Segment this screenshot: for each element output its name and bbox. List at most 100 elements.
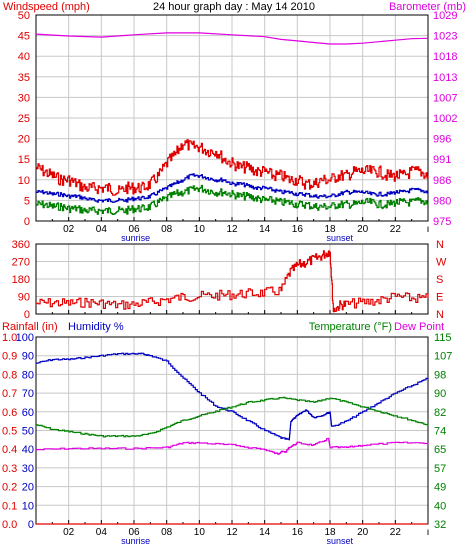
rain-tick-label: 0.6 [2, 407, 17, 419]
wind-panel-hour-label: 22 [390, 224, 402, 235]
wind-panel-hour-label: 16 [292, 224, 304, 235]
windspeed-tick-label: 35 [18, 72, 30, 84]
dewpoint-label: Dew Point [394, 321, 444, 333]
rain-tick-label: 0.2 [2, 482, 17, 494]
windspeed-tick-label: 40 [18, 51, 30, 63]
windspeed-tick-label: 20 [18, 134, 30, 146]
chart-title: 24 hour graph day : May 14 2010 [153, 1, 315, 13]
temperature-tick-label: 40 [434, 500, 446, 512]
direction-tick-label: 0 [24, 309, 30, 321]
wind-panel-sunrise-label: sunrise [121, 233, 150, 243]
temp-panel-end-tick-label: ı [427, 527, 430, 538]
compass-tick-label: W [436, 257, 447, 269]
rainfall-label: Rainfall (in) [2, 321, 58, 333]
wind-gust-line [36, 139, 429, 196]
temp-panel-hour-label: 04 [96, 527, 108, 538]
barometer-tick-label: 1007 [433, 92, 457, 104]
direction-tick-label: 360 [12, 239, 30, 251]
barometer-tick-label: 991 [433, 154, 451, 166]
temperature-tick-label: 32 [434, 519, 446, 531]
humidity-tick-label: 10 [22, 500, 34, 512]
humidity-tick-label: 90 [22, 351, 34, 363]
wind-panel-hour-label: 06 [128, 224, 140, 235]
wind-panel-hour-label: 02 [63, 224, 75, 235]
barometer-label: Barometer (mb) [389, 1, 466, 13]
rain-tick-label: 0.1 [2, 500, 17, 512]
temp-panel-hour-label: 02 [63, 527, 75, 538]
wind-panel-hour-label: 12 [226, 224, 238, 235]
compass-tick-label: N [436, 309, 444, 321]
windspeed-tick-label: 10 [18, 175, 30, 187]
barometer-tick-label: 975 [433, 216, 451, 228]
windspeed-tick-label: 45 [18, 31, 30, 43]
rain-tick-label: 0.5 [2, 426, 17, 438]
wind-panel-frame [35, 14, 429, 222]
direction-tick-label: 90 [18, 292, 30, 304]
wind-panel-hour-label: 14 [259, 224, 271, 235]
humidity-tick-label: 40 [22, 444, 34, 456]
wind-speed-line [36, 173, 429, 203]
rain-tick-label: 0.0 [2, 519, 17, 531]
humidity-tick-label: 0 [28, 519, 34, 531]
temp-panel-hour-label: 14 [259, 527, 271, 538]
temperature-tick-label: 57 [434, 463, 446, 475]
humidity-tick-label: 60 [22, 407, 34, 419]
direction-panel-frame [35, 243, 429, 315]
rain-tick-label: 0.8 [2, 369, 17, 381]
temperature-tick-label: 49 [434, 482, 446, 494]
temp-panel-hour-label: 18 [324, 527, 336, 538]
direction-tick-label: 270 [12, 257, 30, 269]
rain-tick-label: 0.9 [2, 351, 17, 363]
humidity-line [36, 352, 429, 441]
windspeed-label: Windspeed (mph) [3, 1, 90, 13]
barometer-tick-label: 1029 [433, 10, 457, 22]
temperature-tick-label: 115 [434, 332, 452, 344]
rain-tick-label: 0.7 [2, 388, 17, 400]
barometer-line [35, 32, 429, 45]
rain-tick-label: 0.3 [2, 463, 17, 475]
windspeed-tick-label: 50 [18, 10, 30, 22]
windspeed-tick-label: 5 [24, 195, 30, 207]
temp-panel-hour-label: 12 [226, 527, 238, 538]
wind-average-line [36, 184, 429, 215]
humidity-tick-label: 30 [22, 463, 34, 475]
humidity-tick-label: 50 [22, 426, 34, 438]
humidity-label: Humidity % [68, 321, 124, 333]
wind-direction-line [36, 250, 429, 313]
temp-panel-sunset-label: sunset [327, 536, 354, 546]
temp-panel-hour-label: 16 [292, 527, 304, 538]
direction-tick-label: 180 [12, 274, 30, 286]
rain-humidity-temperature-panel: 0.0 0.1 0.2 0.3 0.4 0.5 0.6 0.7 0.8 0.9 1.0 0 10 20 30… [2, 332, 452, 546]
barometer-tick-label: 1018 [433, 51, 457, 63]
temperature-tick-label: 74 [434, 426, 446, 438]
temp-panel-hour-label: 10 [194, 527, 206, 538]
dew-point-line [36, 437, 429, 455]
temp-panel-hour-label: 20 [357, 527, 369, 538]
windspeed-tick-label: 30 [18, 92, 30, 104]
wind-panel-hour-label: 10 [194, 224, 206, 235]
rain-tick-label: 0.4 [2, 444, 17, 456]
humidity-tick-label: 20 [22, 482, 34, 494]
barometer-tick-label: 1023 [433, 31, 457, 43]
compass-tick-label: S [436, 274, 443, 286]
compass-tick-label: N [436, 239, 444, 251]
temperature-label: Temperature (°F) [309, 321, 392, 333]
temperature-tick-label: 82 [434, 407, 446, 419]
wind-barometer-panel: 0510152025303540455097598098699199610021… [18, 10, 458, 243]
temperature-tick-label: 65 [434, 444, 446, 456]
humidity-tick-label: 100 [16, 332, 34, 344]
wind-panel-hour-label: 18 [324, 224, 336, 235]
wind-panel-sunset-label: sunset [327, 233, 354, 243]
wind-panel-hour-label: 20 [357, 224, 369, 235]
windspeed-tick-label: 15 [18, 154, 30, 166]
rain-tick-label: 1.0 [2, 332, 17, 344]
barometer-tick-label: 986 [433, 175, 451, 187]
wind-panel-hour-label: 04 [96, 224, 108, 235]
temperature-line [36, 396, 429, 438]
humidity-tick-label: 80 [22, 369, 34, 381]
temperature-tick-label: 107 [434, 351, 452, 363]
temp-panel-sunrise-label: sunrise [121, 536, 150, 546]
temperature-tick-label: 98 [434, 369, 446, 381]
temp-panel-hour-label: 08 [161, 527, 173, 538]
